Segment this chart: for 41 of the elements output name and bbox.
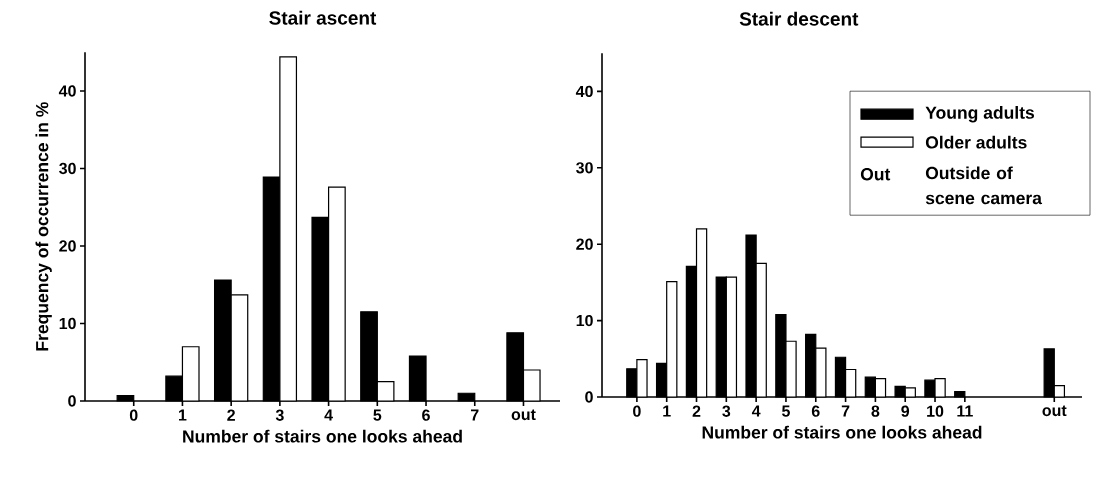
annotation: Out [860, 168, 891, 181]
y-tick-label: 30 [576, 162, 593, 174]
y-tick-label: 40 [575, 85, 593, 98]
x-tick-label: 0 [633, 405, 641, 417]
annotation: Outside of scene camera [925, 166, 1043, 205]
y-tick-label: 0 [585, 391, 593, 403]
x-axis-title: Number of stairs one looks ahead [702, 425, 982, 439]
x-tick-label: 1 [178, 409, 187, 421]
x-tick-label: 7 [470, 409, 479, 421]
legend-label: Young adults [925, 105, 1035, 123]
x-tick-label: 11 [957, 405, 973, 417]
y-axis-title: Frequency of occurrence in % [35, 102, 52, 351]
x-tick-label: 6 [811, 405, 820, 417]
x-tick-label: 4 [751, 405, 761, 417]
y-tick-label: 30 [59, 162, 76, 175]
x-tick-label: 5 [781, 405, 790, 417]
x-tick-label: 6 [422, 409, 430, 421]
chart-title: Stair ascent [269, 10, 377, 25]
chart-title: Stair descent [739, 11, 859, 26]
y-tick-label: 20 [59, 240, 76, 252]
x-axis-title: Number of stairs one looks ahead [183, 429, 462, 443]
x-tick-label: 3 [275, 409, 284, 421]
y-tick-label: 20 [576, 238, 593, 250]
y-tick-label: 10 [576, 314, 593, 327]
x-tick-label: 1 [663, 405, 671, 417]
x-tick-label: 5 [373, 409, 382, 421]
x-tick-label: out [511, 409, 536, 421]
x-tick-label: 9 [901, 405, 910, 417]
legend-label: Older adults [925, 135, 1027, 149]
x-tick-label: 3 [722, 405, 731, 417]
x-tick-label: 8 [871, 405, 880, 417]
y-tick-label: 0 [68, 395, 76, 407]
x-tick-label: 4 [324, 409, 333, 421]
x-tick-label: 10 [927, 405, 944, 417]
x-tick-label: 2 [692, 405, 701, 417]
y-tick-label: 40 [58, 85, 76, 97]
x-tick-label: out [1042, 405, 1067, 417]
y-tick-label: 10 [59, 317, 76, 330]
x-tick-label: 0 [129, 409, 138, 421]
x-tick-label: 2 [227, 409, 235, 421]
x-tick-label: 7 [841, 405, 850, 417]
